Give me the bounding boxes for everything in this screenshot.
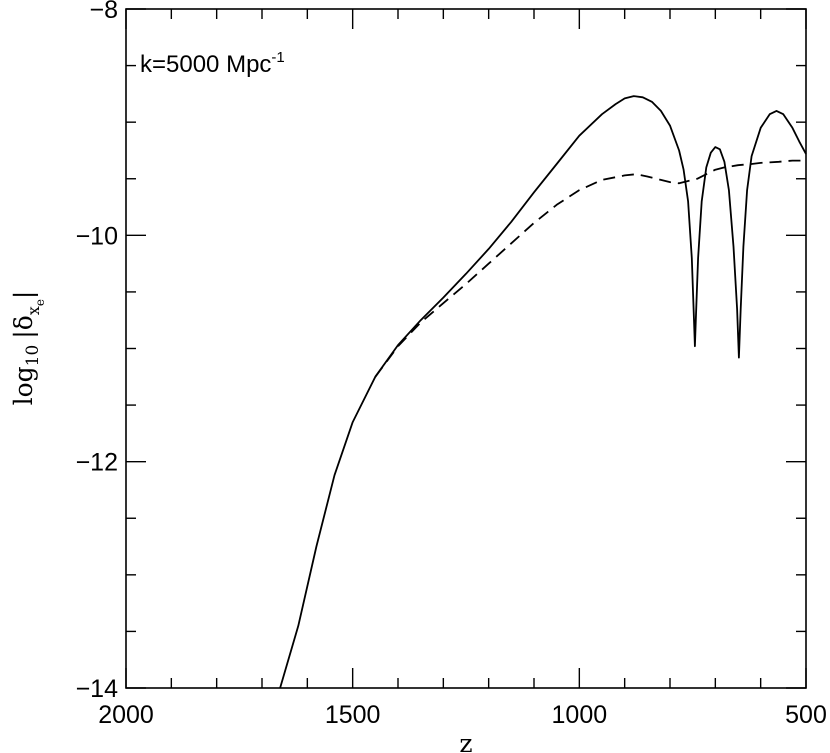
y-tick-label: −10 (76, 222, 118, 250)
x-tick-label: 1000 (552, 701, 608, 729)
series (279, 95, 807, 689)
x-tick-label: 2000 (98, 701, 154, 729)
plot-frame (125, 8, 807, 689)
x-tick-label: 500 (785, 701, 827, 729)
series-line-solid (279, 95, 807, 689)
y-axis-label: log10|δxe| (9, 291, 47, 406)
y-tick-label: −8 (89, 0, 118, 24)
x-tick-label: 1500 (325, 701, 381, 729)
x-axis-label: z (459, 729, 472, 753)
y-tick-label: −14 (76, 675, 119, 703)
y-tick-label: −12 (76, 449, 118, 477)
series-line-dashed (374, 159, 806, 378)
ticks (125, 8, 807, 689)
annotation-label: k=5000 Mpc-1 (140, 49, 285, 78)
tick-labels: 2000 1500 1000 500 −14 −12 −10 −8 (76, 0, 827, 729)
